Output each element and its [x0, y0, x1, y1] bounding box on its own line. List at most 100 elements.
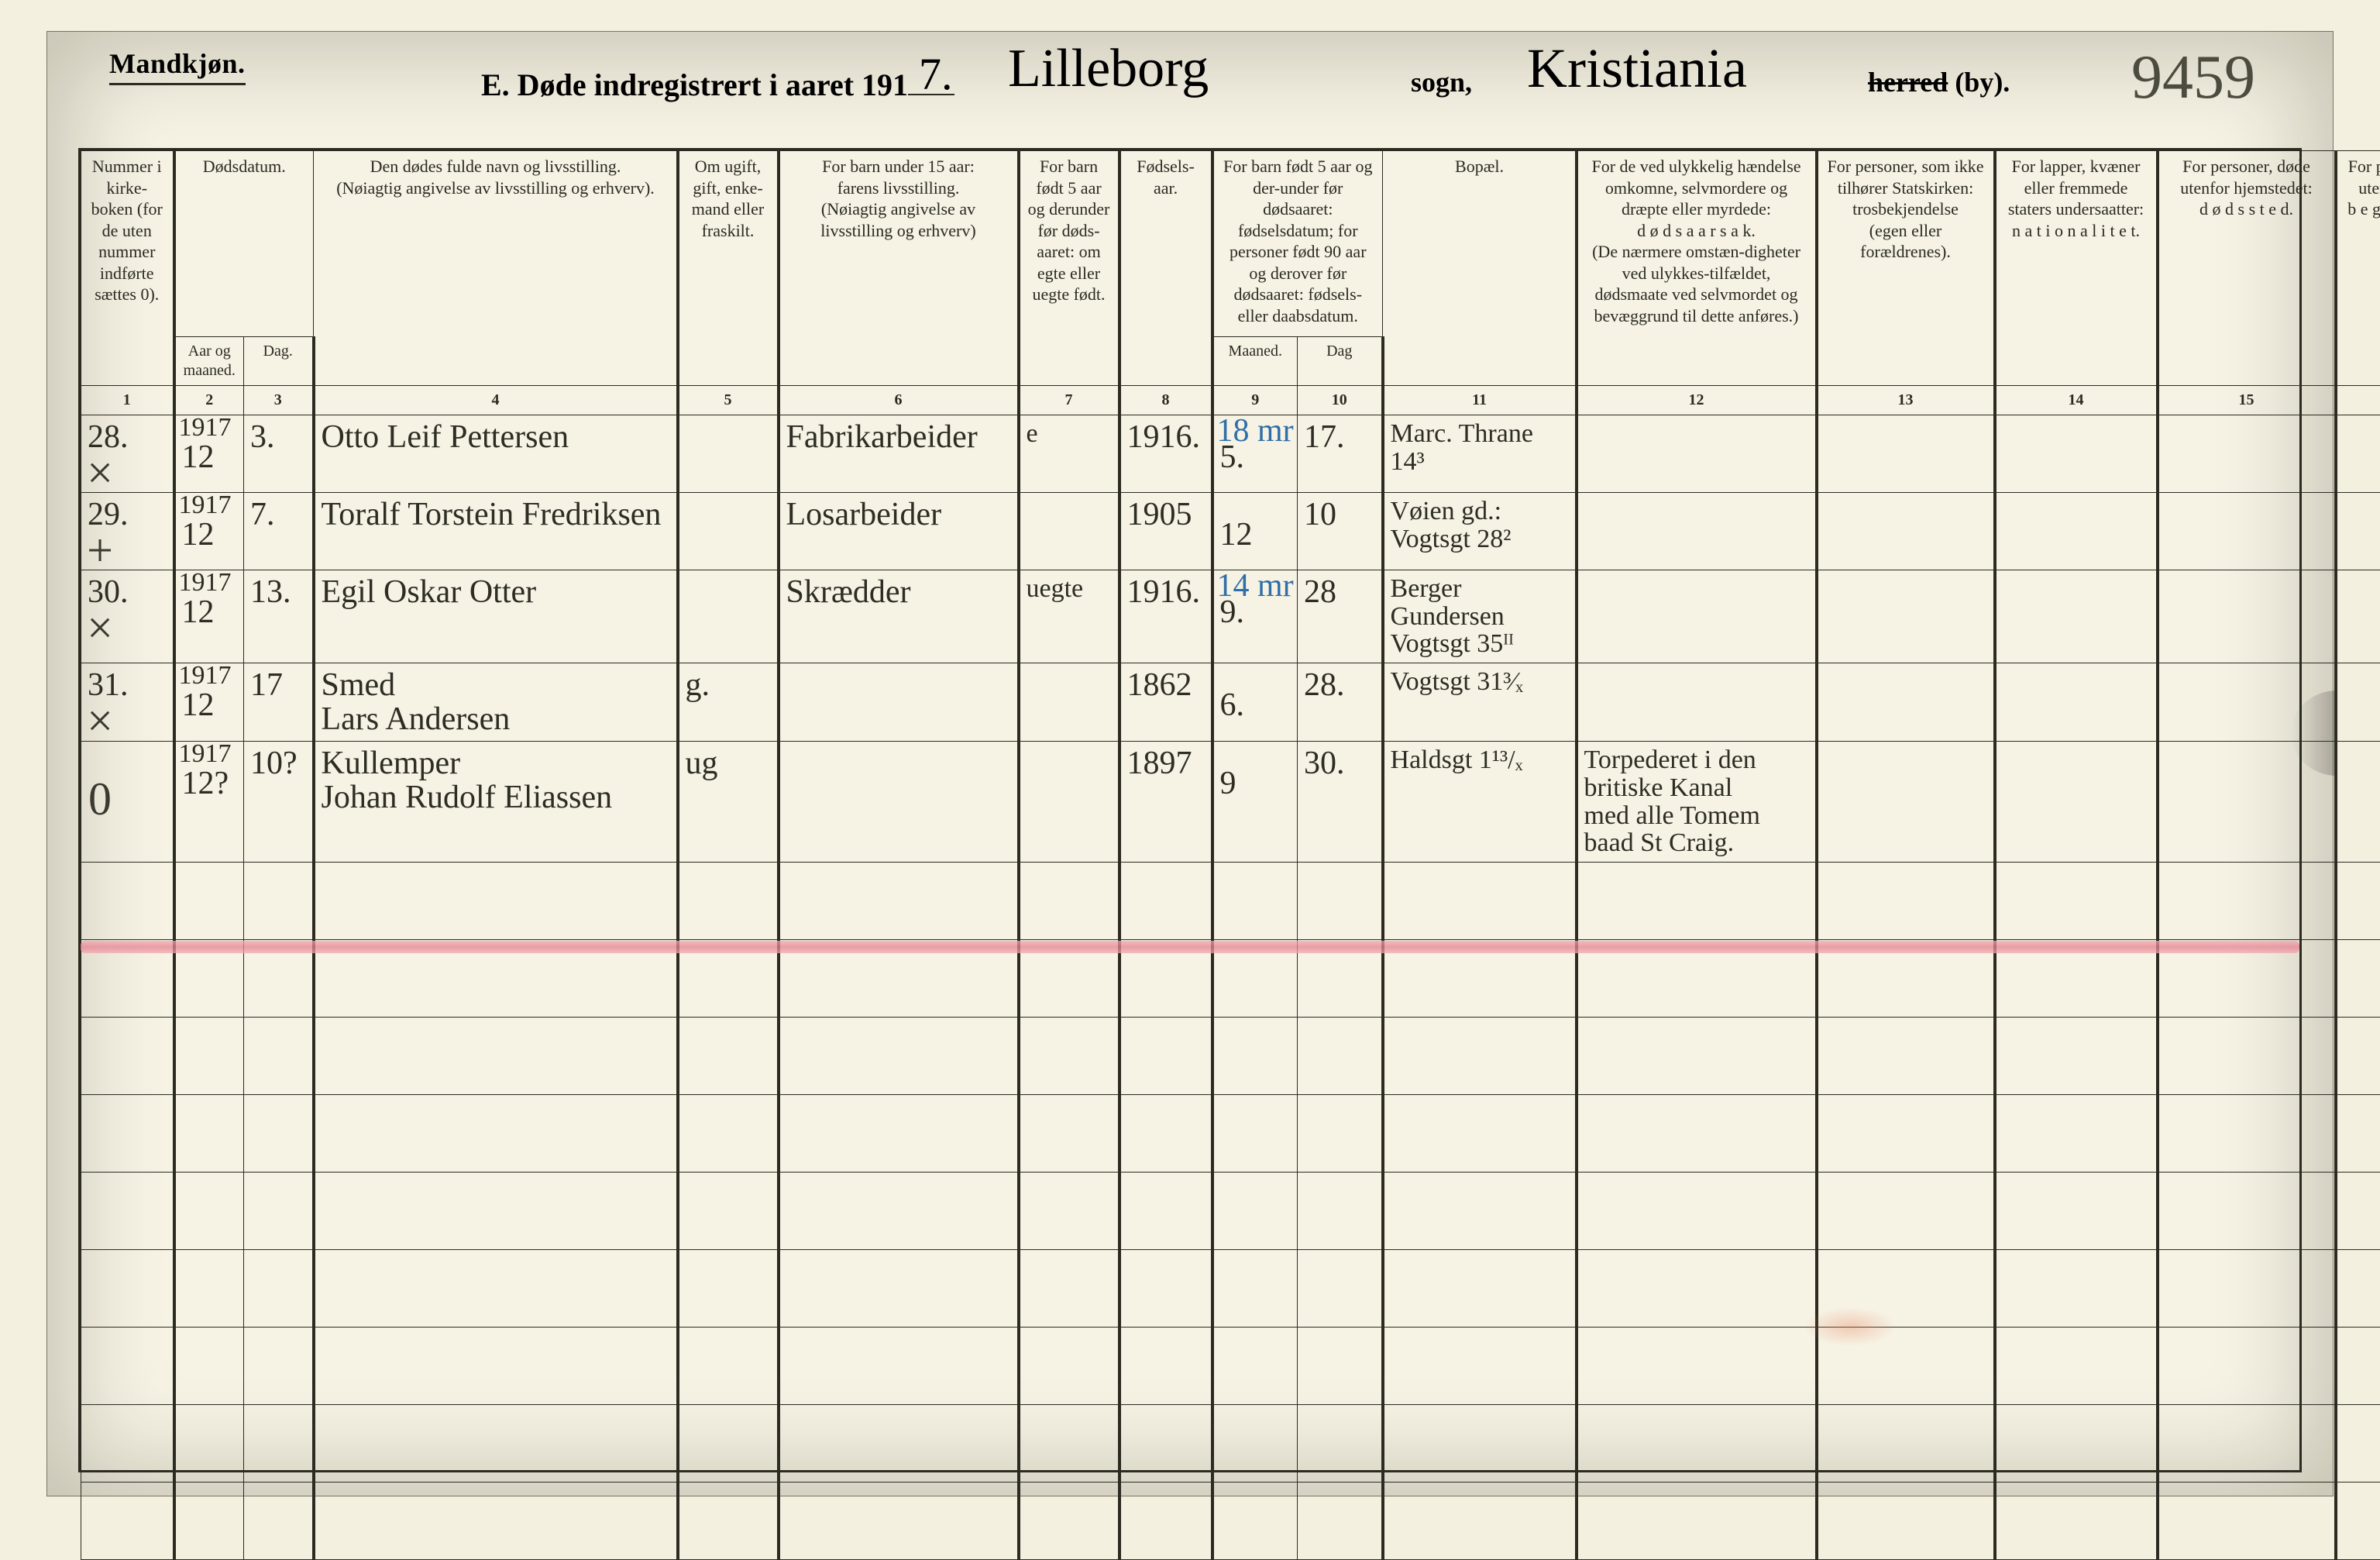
- register-title: E. Døde indregistrert i aaret 191: [481, 61, 954, 103]
- cell-nationality: [1995, 663, 2158, 742]
- empty-cell: [1577, 1483, 1817, 1560]
- empty-cell: [1212, 1328, 1298, 1405]
- cell-birth-month: 18 mr5.: [1212, 415, 1298, 493]
- cell-name: Egil Oskar Otter: [314, 570, 678, 663]
- handwritten-text: 1897: [1127, 746, 1192, 781]
- empty-cell: [1019, 1405, 1119, 1483]
- colnum-16: 16: [2336, 386, 2380, 415]
- margin-mark: ×: [78, 694, 122, 748]
- empty-cell: [1577, 863, 1817, 940]
- cell-burial-place: [2336, 415, 2380, 493]
- empty-cell: [1019, 863, 1119, 940]
- empty-cell: [81, 1483, 174, 1560]
- empty-cell: [174, 1250, 244, 1328]
- colnum-8: 8: [1119, 386, 1212, 415]
- empty-cell: [678, 1173, 779, 1250]
- handwritten-text: SmedLars Andersen: [322, 667, 511, 737]
- handwritten-text: e: [1027, 419, 1038, 448]
- handwritten-text: 7.: [250, 497, 275, 532]
- empty-cell: [1383, 1483, 1577, 1560]
- table-row: [81, 1018, 2380, 1095]
- empty-cell: [1383, 1018, 1577, 1095]
- empty-cell: [174, 863, 244, 940]
- empty-cell: [678, 863, 779, 940]
- empty-cell: [2158, 863, 2336, 940]
- col-13-head: For personer, som ikke tilhører Statskir…: [1817, 151, 1995, 386]
- empty-cell: [244, 940, 314, 1018]
- register-page: Mandkjøn. E. Døde indregistrert i aaret …: [46, 31, 2334, 1496]
- cell-birth-day: 30.: [1298, 742, 1383, 863]
- cell-name: Otto Leif Pettersen: [314, 415, 678, 493]
- year-above: 1917: [179, 662, 232, 690]
- handwritten-text: 12: [182, 517, 215, 553]
- cell-birth-month: 12: [1212, 493, 1298, 570]
- year-above: 1917: [179, 740, 232, 768]
- cell-year-month: 191712: [174, 663, 244, 742]
- col-2-sub: Aar og maaned.: [174, 337, 244, 386]
- empty-cell: [1383, 1095, 1577, 1173]
- cell-day: 17: [244, 663, 314, 742]
- empty-cell: [174, 1328, 244, 1405]
- table-row: ×31.19171217SmedLars Anderseng.18626.28.…: [81, 663, 2380, 742]
- empty-cell: [1019, 1173, 1119, 1250]
- empty-cell: [314, 1405, 678, 1483]
- empty-cell: [174, 1095, 244, 1173]
- handwritten-text: ug: [686, 746, 718, 781]
- empty-cell: [1383, 940, 1577, 1018]
- cell-year-month: 191712: [174, 570, 244, 663]
- empty-cell: [779, 863, 1019, 940]
- register-table: Nummer i kirke-boken (for de uten nummer…: [81, 150, 2380, 1560]
- empty-cell: [2158, 1328, 2336, 1405]
- district-suffix: (by).: [1948, 67, 2010, 98]
- empty-cell: [314, 940, 678, 1018]
- cell-day: 7.: [244, 493, 314, 570]
- col-1-head: Nummer i kirke-boken (for de uten nummer…: [81, 151, 174, 386]
- cell-burial-place: [2336, 742, 2380, 863]
- empty-cell: [678, 1095, 779, 1173]
- register-grid: Nummer i kirke-boken (for de uten nummer…: [78, 148, 2302, 1472]
- empty-cell: [1119, 1250, 1212, 1328]
- cell-name: SmedLars Andersen: [314, 663, 678, 742]
- col-2-3-top: Dødsdatum.: [174, 151, 314, 337]
- empty-cell: [2336, 1095, 2380, 1173]
- handwritten-text: Torpederet i denbritiske Kanalmed alle T…: [1584, 746, 1760, 857]
- empty-cell: [1817, 1018, 1995, 1095]
- col-4-head: Den dødes fulde navn og livsstilling. (N…: [314, 151, 678, 386]
- empty-cell: [314, 1483, 678, 1560]
- table-row: [81, 1250, 2380, 1328]
- empty-cell: [2158, 1095, 2336, 1173]
- empty-cell: [1995, 1405, 2158, 1483]
- empty-cell: [1019, 940, 1119, 1018]
- empty-cell: [1577, 1095, 1817, 1173]
- empty-cell: [779, 1018, 1019, 1095]
- empty-cell: [244, 1173, 314, 1250]
- title-prefix: E. Døde indregistrert i aaret 191: [481, 67, 908, 102]
- handwritten-text: 17.: [1304, 419, 1345, 455]
- handwritten-text: 30.: [1304, 746, 1345, 781]
- cell-confession: [1817, 742, 1995, 863]
- cell-birth-day: 10: [1298, 493, 1383, 570]
- empty-cell: [1212, 1250, 1298, 1328]
- cell-father: Skrædder: [779, 570, 1019, 663]
- empty-cell: [1577, 940, 1817, 1018]
- empty-cell: [1817, 1173, 1995, 1250]
- handwritten-text: Vøien gd.:Vogtsgt 28²: [1391, 497, 1512, 553]
- cell-legit: uegte: [1019, 570, 1119, 663]
- handwritten-text: 28: [1304, 574, 1336, 610]
- cell-death-place: [2158, 570, 2336, 663]
- cell-cause: Torpederet i denbritiske Kanalmed alle T…: [1577, 742, 1817, 863]
- empty-cell: [1119, 863, 1212, 940]
- cell-residence: Vogtsgt 31³⁄ₓ: [1383, 663, 1577, 742]
- cell-burial-place: [2336, 570, 2380, 663]
- empty-cell: [1298, 1483, 1383, 1560]
- cell-nationality: [1995, 570, 2158, 663]
- cell-confession: [1817, 415, 1995, 493]
- empty-cell: [678, 1250, 779, 1328]
- empty-cell: [81, 863, 174, 940]
- empty-cell: [81, 940, 174, 1018]
- cell-birth-month: 9: [1212, 742, 1298, 863]
- empty-cell: [779, 1405, 1019, 1483]
- empty-cell: [678, 1405, 779, 1483]
- empty-cell: [1383, 1405, 1577, 1483]
- empty-cell: [1995, 1173, 2158, 1250]
